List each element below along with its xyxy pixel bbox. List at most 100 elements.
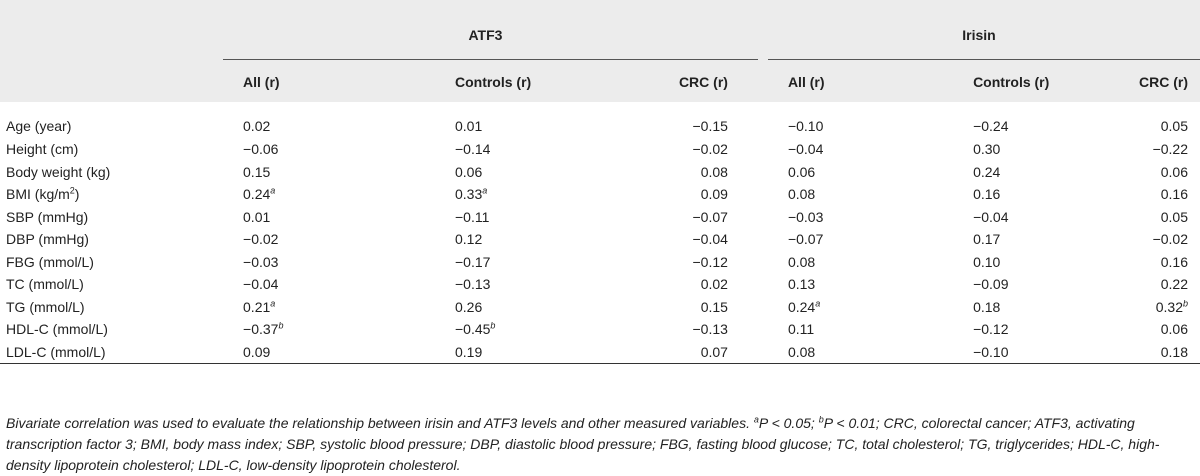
correlation-table: ATF3 Irisin All (r) Controls (r) CRC (r)…: [0, 0, 1200, 363]
row-label: Body weight (kg): [6, 163, 111, 180]
row-label: DBP (mmHg): [6, 231, 89, 248]
table-cell: 0.15: [243, 163, 271, 180]
table-row: DBP (mmHg) −0.02 0.12 −0.04 −0.07 0.17 −0.02: [0, 228, 1200, 251]
table-cell: −0.22: [1152, 141, 1188, 158]
table-cell: 0.08: [787, 186, 816, 203]
table-cell: 0.08: [700, 163, 728, 180]
table-cell: −0.10: [973, 343, 1009, 360]
table-row: FBG (mmol/L) −0.03 −0.17 −0.12 0.08 0.10 0.16: [0, 251, 1200, 274]
table-cell: 0.32b: [1155, 298, 1188, 315]
table-footnote: Bivariate correlation was used to evalua…: [6, 413, 1186, 476]
table-cell: −0.04: [787, 141, 824, 158]
table-cell: −0.03: [787, 208, 824, 225]
column-header-variable: [0, 60, 213, 104]
table-cell: 0.06: [1160, 321, 1188, 338]
table-cell: 0.10: [973, 253, 1001, 270]
row-label: TC (mmol/L): [6, 276, 84, 293]
row-label: Age (year): [6, 118, 72, 134]
table-cell: −0.04: [692, 231, 728, 248]
table-cell: −0.06: [243, 141, 279, 158]
column-header-row: All (r) Controls (r) CRC (r) All (r) Con…: [0, 60, 1200, 104]
table-row: Body weight (kg) 0.15 0.06 0.08 0.06 0.24 0.06: [0, 161, 1200, 184]
column-header: CRC (r): [678, 74, 728, 90]
table-cell: 0.26: [454, 298, 483, 315]
row-label: Height (cm): [6, 141, 79, 158]
table-row: Age (year) 0.02 0.01 −0.15 −0.10 −0.24 0.05: [0, 104, 1200, 138]
table-cell: −0.12: [973, 321, 1009, 338]
table-row: Height (cm) −0.06 −0.14 −0.02 −0.04 0.30 −0.22: [0, 138, 1200, 161]
table-cell: 0.16: [1160, 253, 1188, 270]
table-cell: 0.13: [787, 276, 816, 293]
table-row: TG (mmol/L) 0.21a 0.26 0.15 0.24a 0.18 0.32b: [0, 296, 1200, 319]
footnote-p-b: P < 0.01; CRC, colorectal cancer; ATF3, …: [6, 415, 1160, 473]
group-header-irisin: Irisin: [758, 0, 1200, 60]
table-cell: 0.24a: [243, 185, 276, 203]
table-row: TC (mmol/L) −0.04 −0.13 0.02 0.13 −0.09 0.22: [0, 273, 1200, 296]
table-cell: −0.10: [787, 118, 824, 134]
table-cell: 0.11: [787, 321, 815, 338]
table-cell: 0.06: [1160, 163, 1188, 180]
table-cell: 0.01: [243, 208, 271, 225]
group-header-row: ATF3 Irisin: [0, 0, 1200, 60]
table-cell: −0.02: [692, 141, 728, 158]
table-cell: 0.01: [454, 118, 483, 134]
row-label: HDL-C (mmol/L): [6, 321, 108, 338]
table-cell: −0.12: [692, 253, 728, 270]
table-cell: 0.08: [787, 253, 816, 270]
table-cell: 0.24a: [787, 298, 821, 315]
footnote-p-a: P < 0.05;: [758, 415, 819, 431]
table-cell: −0.24: [973, 118, 1009, 134]
table-cell: −0.14: [454, 141, 491, 158]
table-cell: −0.17: [454, 253, 491, 270]
column-header: All (r): [243, 74, 280, 90]
table-cell: −0.03: [243, 253, 279, 270]
column-header: All (r): [787, 74, 825, 90]
column-header: Controls (r): [454, 74, 532, 90]
row-label: BMI (kg/m2): [6, 185, 80, 203]
table-cell: −0.02: [1152, 231, 1188, 248]
table-cell: 0.24: [973, 163, 1001, 180]
table-cell: 0.18: [1160, 343, 1188, 360]
table-cell: 0.16: [973, 186, 1001, 203]
table-body: Age (year) 0.02 0.01 −0.15 −0.10 −0.24 0.05 Hei…: [0, 104, 1200, 363]
table-cell: 0.05: [1160, 118, 1188, 134]
table-row: BMI (kg/m2) 0.24a 0.33a 0.09 0.08 0.16 0.16: [0, 183, 1200, 206]
table-row: LDL-C (mmol/L) 0.09 0.19 0.07 0.08 −0.10 0.18: [0, 341, 1200, 363]
table-cell: −0.45b: [454, 320, 496, 338]
table-cell: −0.07: [787, 231, 824, 248]
table-cell: 0.09: [243, 343, 271, 360]
table-cell: 0.17: [973, 231, 1001, 248]
table-cell: 0.15: [700, 298, 728, 315]
group-label: Irisin: [962, 27, 996, 43]
table-cell: −0.04: [243, 276, 279, 293]
table-cell: −0.15: [692, 118, 728, 134]
table-cell: 0.18: [973, 298, 1001, 315]
table-cell: −0.11: [454, 208, 490, 225]
table-row: SBP (mmHg) 0.01 −0.11 −0.07 −0.03 −0.04 0.05: [0, 206, 1200, 229]
table-cell: 0.07: [700, 343, 728, 360]
table-cell: 0.09: [700, 186, 728, 203]
table-cell: −0.07: [692, 208, 728, 225]
table-cell: −0.37b: [243, 320, 284, 338]
table-cell: 0.06: [787, 163, 816, 180]
row-label: TG (mmol/L): [6, 298, 85, 315]
table-cell: 0.12: [454, 231, 483, 248]
table-cell: 0.06: [454, 163, 483, 180]
table-cell: −0.13: [692, 321, 728, 338]
table-cell: 0.08: [787, 343, 816, 360]
footnote-sup-a: a: [753, 414, 759, 425]
group-header-atf3: ATF3: [213, 0, 758, 60]
table-cell: 0.16: [1160, 186, 1188, 203]
column-header: CRC (r): [1139, 74, 1188, 90]
row-label: LDL-C (mmol/L): [6, 343, 106, 360]
table-cell: 0.21a: [243, 298, 276, 315]
column-header: Controls (r): [973, 74, 1050, 90]
table-cell: −0.13: [454, 276, 491, 293]
table-cell: 0.33a: [454, 185, 488, 203]
row-label: SBP (mmHg): [6, 208, 89, 225]
footnote-lead: Bivariate correlation was used to evalua…: [6, 415, 754, 431]
table-cell: −0.02: [243, 231, 279, 248]
row-label: FBG (mmol/L): [6, 253, 94, 270]
table-cell: 0.19: [454, 343, 483, 360]
